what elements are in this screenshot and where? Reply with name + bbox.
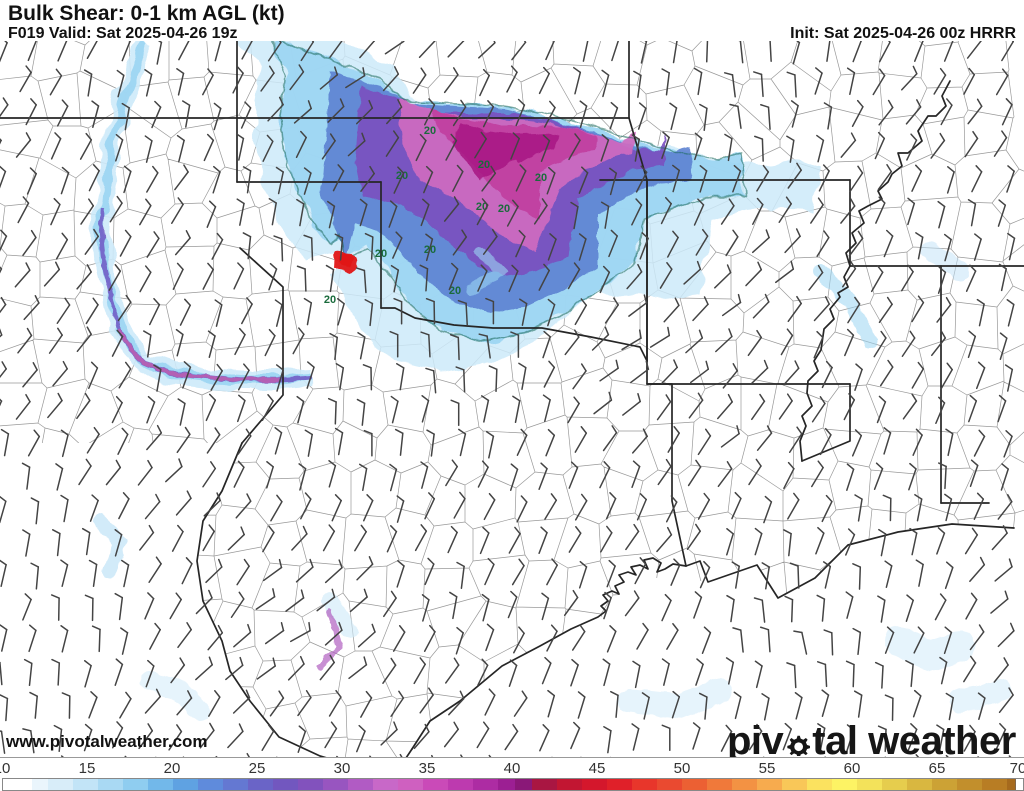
svg-text:20: 20 bbox=[424, 125, 436, 137]
svg-text:20: 20 bbox=[375, 248, 387, 260]
svg-text:20: 20 bbox=[324, 294, 336, 306]
svg-text:20: 20 bbox=[535, 172, 547, 184]
svg-text:20: 20 bbox=[478, 159, 490, 171]
svg-text:20: 20 bbox=[498, 203, 510, 215]
